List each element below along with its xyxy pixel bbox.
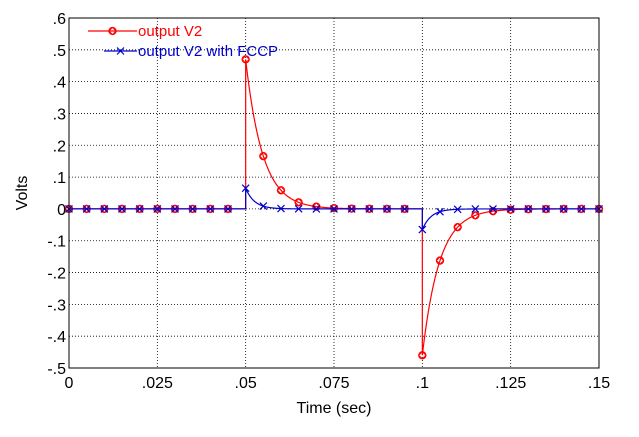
data-point bbox=[489, 204, 497, 213]
x-tick-label: .05 bbox=[235, 375, 257, 392]
data-point bbox=[365, 204, 374, 213]
x-tick-label: 0 bbox=[65, 375, 74, 392]
y-tick-label: .4 bbox=[53, 75, 66, 92]
tick-labels: 0 .025 .05 .075 .1 .125 .15 .6 .5 .4 .3 .2 .1 0 -.1 -.2… bbox=[47, 11, 610, 392]
data-point bbox=[435, 256, 445, 265]
y-tick-label: -.1 bbox=[47, 234, 66, 251]
data-point bbox=[436, 207, 444, 216]
y-tick-label: -.3 bbox=[47, 297, 66, 314]
data-point bbox=[116, 47, 125, 55]
x-tick-label: .15 bbox=[588, 375, 610, 392]
data-point bbox=[383, 204, 391, 213]
data-point bbox=[82, 204, 91, 213]
legend: output V2 output V2 with FCCP bbox=[88, 23, 278, 60]
data-point bbox=[471, 205, 480, 213]
data-point bbox=[347, 204, 356, 213]
data-point bbox=[418, 350, 427, 360]
legend-label: output V2 with FCCP bbox=[138, 43, 278, 60]
x-tick-label: .125 bbox=[495, 375, 526, 392]
x-tick-label: .1 bbox=[416, 375, 429, 392]
data-point bbox=[312, 202, 321, 211]
y-tick-label: -.4 bbox=[47, 329, 66, 346]
data-point bbox=[100, 204, 109, 213]
y-tick-label: .5 bbox=[53, 43, 66, 60]
data-point bbox=[241, 55, 250, 64]
data-point bbox=[294, 204, 303, 213]
data-point bbox=[135, 204, 144, 213]
data-point bbox=[524, 204, 533, 213]
data-point bbox=[471, 211, 480, 220]
data-point bbox=[542, 204, 550, 213]
x-axis-title: Time (sec) bbox=[297, 400, 372, 417]
y-tick-label: .2 bbox=[53, 138, 66, 155]
data-point bbox=[506, 204, 515, 213]
x-tick-label: .075 bbox=[318, 375, 349, 392]
data-point bbox=[400, 204, 409, 213]
data-point bbox=[453, 205, 462, 214]
x-tick-label: .025 bbox=[142, 375, 173, 392]
data-point bbox=[206, 204, 215, 213]
y-axis-title: Volts bbox=[14, 176, 31, 211]
y-tick-label: .1 bbox=[53, 170, 66, 187]
y-tick-label: 0 bbox=[57, 202, 66, 219]
data-point bbox=[171, 204, 179, 213]
data-point bbox=[153, 204, 162, 213]
plot-frame bbox=[68, 17, 600, 369]
data-point bbox=[108, 26, 117, 36]
legend-label: output V2 bbox=[138, 23, 202, 40]
y-tick-label: -.2 bbox=[47, 266, 66, 283]
y-tick-label: .6 bbox=[53, 11, 66, 28]
data-point bbox=[118, 204, 126, 213]
data-point bbox=[294, 198, 303, 207]
data-point bbox=[559, 204, 568, 213]
data-point bbox=[276, 185, 286, 195]
legend-entry: output V2 bbox=[88, 23, 202, 40]
data-point bbox=[488, 206, 498, 216]
data-point bbox=[577, 204, 586, 213]
data-point bbox=[259, 151, 268, 161]
data-point bbox=[277, 204, 285, 213]
data-point bbox=[224, 204, 232, 213]
data-point bbox=[259, 202, 268, 211]
legend-entry: output V2 with FCCP bbox=[104, 43, 278, 60]
data-point bbox=[188, 204, 197, 213]
data-point bbox=[241, 184, 250, 193]
y-tick-label: -.5 bbox=[47, 361, 66, 378]
data-point bbox=[312, 204, 321, 213]
series-layer bbox=[64, 55, 604, 360]
y-tick-label: .3 bbox=[53, 106, 66, 123]
data-point bbox=[330, 204, 338, 213]
data-point bbox=[418, 225, 427, 234]
data-point bbox=[453, 222, 462, 232]
series-output-v2-fccp bbox=[65, 184, 603, 234]
